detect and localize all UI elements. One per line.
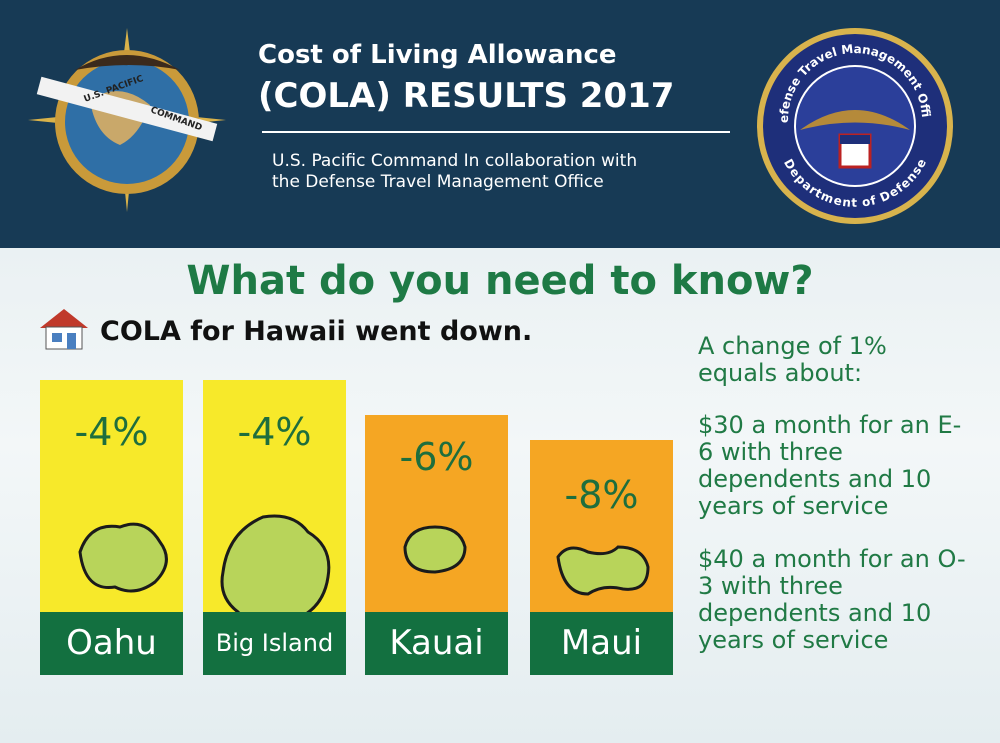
- card: -4% Oahu: [40, 380, 183, 675]
- subheading: COLA for Hawaii went down.: [100, 316, 533, 347]
- card-name: Maui: [530, 612, 673, 675]
- card: -6% Kauai: [365, 415, 508, 675]
- island: [78, 522, 168, 593]
- heading: What do you need to know?: [186, 258, 814, 304]
- title: (COLA) RESULTS 2017: [258, 76, 675, 116]
- subtitle: U.S. Pacific Command In collaboration wi…: [272, 151, 638, 171]
- change: -8%: [564, 473, 639, 517]
- card: -4% Big Island: [203, 380, 346, 675]
- island-shape: [78, 522, 168, 593]
- logos: U.S. PACIFIC COMMAND Defense Travel Mana…: [0, 0, 953, 224]
- note: A change of 1% equals about:: [698, 332, 887, 387]
- card-name: Big Island: [203, 612, 346, 675]
- note: $30 a month for an E-6 with three depend…: [698, 411, 962, 520]
- change: -6%: [399, 435, 474, 479]
- card-name: Oahu: [40, 612, 183, 675]
- house-icon: [40, 309, 88, 350]
- island-shape: [220, 514, 331, 612]
- header: U.S. PACIFIC COMMAND Defense Travel Mana…: [0, 0, 1000, 248]
- pacom-logo: U.S. PACIFIC COMMAND: [28, 28, 226, 212]
- island: [403, 525, 467, 574]
- island-shape: [556, 545, 650, 596]
- divider: [262, 131, 730, 133]
- island-shape: [403, 525, 467, 574]
- change: -4%: [74, 410, 149, 454]
- change: -4%: [237, 410, 312, 454]
- title: Cost of Living Allowance: [258, 40, 617, 70]
- note: $40 a month for an O-3 with three depend…: [698, 545, 966, 654]
- island: [220, 514, 331, 612]
- subtitle: the Defense Travel Management Office: [272, 172, 604, 192]
- island: [556, 545, 650, 596]
- card: -8% Maui: [530, 440, 673, 675]
- card-name: Kauai: [365, 612, 508, 675]
